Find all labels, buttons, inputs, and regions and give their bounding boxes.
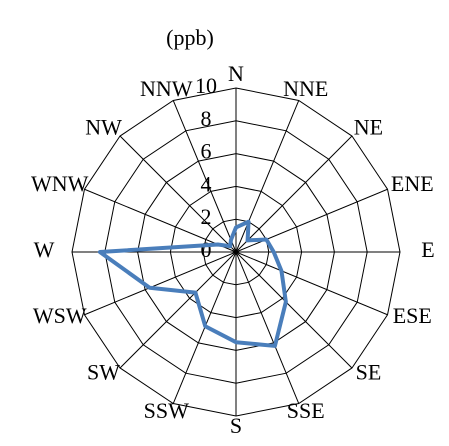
unit-label: (ppb) bbox=[166, 25, 214, 50]
tick-label: 6 bbox=[201, 139, 212, 164]
spoke bbox=[119, 135, 237, 253]
grid-ring bbox=[137, 153, 335, 351]
direction-label: ESE bbox=[393, 303, 432, 328]
tick-label: 10 bbox=[195, 73, 217, 98]
direction-label: S bbox=[230, 413, 242, 438]
direction-label: E bbox=[421, 237, 434, 262]
direction-label: NNW bbox=[140, 76, 193, 101]
spoke bbox=[235, 251, 388, 316]
direction-label: SW bbox=[87, 359, 120, 384]
direction-label: WSW bbox=[33, 303, 87, 328]
tick-label: 8 bbox=[201, 106, 212, 131]
tick-label: 0 bbox=[201, 237, 212, 262]
spoke bbox=[84, 251, 237, 316]
series-line bbox=[97, 219, 288, 348]
direction-label: ENE bbox=[391, 171, 434, 196]
tick-label: 4 bbox=[201, 171, 212, 196]
grid-ring bbox=[104, 120, 368, 384]
spoke bbox=[235, 135, 353, 253]
spoke bbox=[235, 100, 300, 253]
direction-label: WNW bbox=[31, 171, 89, 196]
direction-label: NW bbox=[85, 115, 122, 140]
spoke bbox=[235, 251, 300, 404]
spoke bbox=[119, 251, 237, 369]
spoke bbox=[84, 188, 237, 253]
tick-label: 2 bbox=[201, 204, 212, 229]
direction-label: SE bbox=[356, 359, 382, 384]
spoke bbox=[235, 188, 388, 253]
direction-label: SSE bbox=[287, 398, 325, 423]
direction-label: NNE bbox=[283, 76, 328, 101]
grid-ring bbox=[202, 218, 270, 286]
direction-label: W bbox=[34, 237, 55, 262]
direction-label: N bbox=[228, 61, 244, 86]
direction-label: SSW bbox=[144, 398, 189, 423]
spoke bbox=[235, 251, 353, 369]
grid-ring bbox=[169, 185, 303, 319]
spoke bbox=[172, 100, 237, 253]
direction-label: NE bbox=[354, 115, 383, 140]
grid-ring bbox=[71, 87, 401, 417]
